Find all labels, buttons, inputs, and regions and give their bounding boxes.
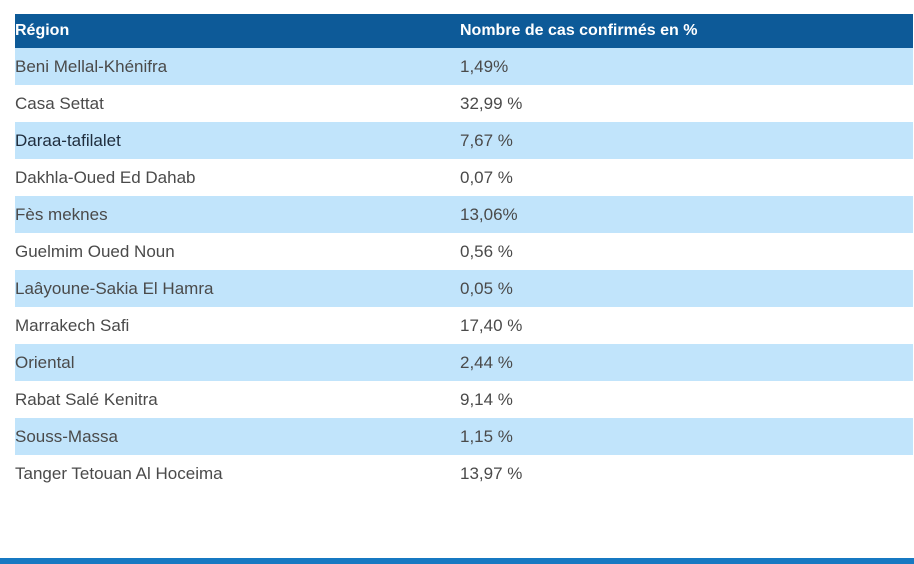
percent-cell: 0,56 % xyxy=(460,242,513,261)
table-header: Région Nombre de cas confirmés en % xyxy=(15,14,913,48)
region-cell: Fès meknes xyxy=(15,205,108,224)
table-row: Oriental 2,44 % xyxy=(15,344,913,381)
table-row: Fès meknes 13,06% xyxy=(15,196,913,233)
percent-cell: 13,06% xyxy=(460,205,518,224)
percent-cell: 0,05 % xyxy=(460,279,513,298)
table-row: Tanger Tetouan Al Hoceima 13,97 % xyxy=(15,455,913,492)
region-cell: Marrakech Safi xyxy=(15,316,130,335)
percent-cell: 13,97 % xyxy=(460,464,523,483)
table-row: Daraa-tafilalet 7,67 % xyxy=(15,122,913,159)
region-cell: Souss-Massa xyxy=(15,427,118,446)
region-cell: Daraa-tafilalet xyxy=(15,131,121,150)
column-header-region: Région xyxy=(15,22,70,39)
percent-cell: 0,07 % xyxy=(460,168,513,187)
regions-table: Région Nombre de cas confirmés en % Beni… xyxy=(15,14,913,492)
percent-cell: 1,15 % xyxy=(460,427,513,446)
table-body: Beni Mellal-Khénifra 1,49% Casa Settat 3… xyxy=(15,48,913,492)
region-cell: Tanger Tetouan Al Hoceima xyxy=(15,464,223,483)
region-cell: Dakhla-Oued Ed Dahab xyxy=(15,168,196,187)
region-cell: Guelmim Oued Noun xyxy=(15,242,175,261)
table-row: Beni Mellal-Khénifra 1,49% xyxy=(15,48,913,85)
region-cell: Laâyoune-Sakia El Hamra xyxy=(15,279,214,298)
bottom-divider-bar xyxy=(0,558,914,564)
percent-cell: 1,49% xyxy=(460,57,509,76)
region-cell: Rabat Salé Kenitra xyxy=(15,390,158,409)
column-header-percent: Nombre de cas confirmés en % xyxy=(460,22,698,39)
region-cell: Beni Mellal-Khénifra xyxy=(15,57,168,76)
region-cell: Oriental xyxy=(15,353,75,372)
table-row: Marrakech Safi 17,40 % xyxy=(15,307,913,344)
table-row: Laâyoune-Sakia El Hamra 0,05 % xyxy=(15,270,913,307)
percent-cell: 17,40 % xyxy=(460,316,523,335)
percent-cell: 7,67 % xyxy=(460,131,513,150)
table-row: Souss-Massa 1,15 % xyxy=(15,418,913,455)
table-row: Casa Settat 32,99 % xyxy=(15,85,913,122)
table-header-row: Région Nombre de cas confirmés en % xyxy=(15,14,913,48)
table-row: Dakhla-Oued Ed Dahab 0,07 % xyxy=(15,159,913,196)
percent-cell: 32,99 % xyxy=(460,94,523,113)
table-row: Guelmim Oued Noun 0,56 % xyxy=(15,233,913,270)
percent-cell: 2,44 % xyxy=(460,353,513,372)
percent-cell: 9,14 % xyxy=(460,390,513,409)
region-cell: Casa Settat xyxy=(15,94,104,113)
table-row: Rabat Salé Kenitra 9,14 % xyxy=(15,381,913,418)
